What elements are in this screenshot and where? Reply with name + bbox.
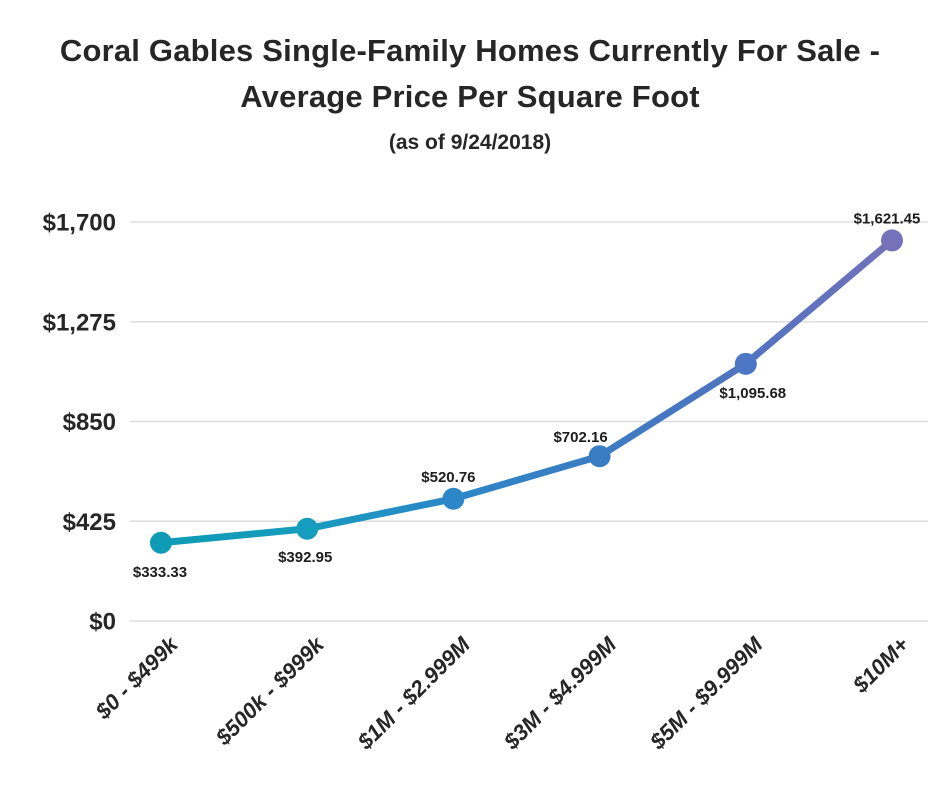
data-point[interactable] — [881, 229, 903, 252]
y-axis-tick-label: $1,275 — [43, 309, 116, 336]
x-axis-category-label: $1M - $2.999M — [352, 631, 475, 754]
chart-subtitle: (as of 9/24/2018) — [388, 131, 552, 154]
data-point[interactable] — [588, 445, 611, 468]
y-axis-tick-label: $0 — [89, 609, 116, 636]
data-point[interactable] — [442, 487, 465, 510]
data-point-value-label: $702.16 — [553, 429, 607, 446]
x-axis-category-label: $3M - $4.999M — [498, 631, 621, 754]
x-axis-category-label: $500k - $999k — [210, 631, 330, 751]
data-point-value-label: $392.95 — [278, 549, 332, 566]
y-axis-tick-label: $425 — [63, 509, 116, 536]
y-axis-tick-label: $850 — [63, 409, 116, 436]
y-axis-tick-label: $1,700 — [43, 210, 116, 237]
data-point-value-label: $520.76 — [421, 469, 475, 486]
chart-header: Coral Gables Single-Family Homes Current… — [0, 28, 940, 166]
data-point[interactable] — [296, 517, 319, 540]
chart-title-line1: Coral Gables Single-Family Homes Current… — [59, 33, 881, 68]
data-point-value-label: $333.33 — [133, 564, 187, 581]
data-point[interactable] — [734, 352, 757, 375]
x-axis-category-label: $5M - $9.999M — [644, 631, 767, 754]
x-axis-category-label: $10M+ — [847, 632, 913, 698]
data-point-value-label: $1,621.45 — [854, 210, 921, 227]
series-line — [157, 236, 896, 547]
data-point[interactable] — [150, 531, 172, 554]
chart-title-line2: Average Price Per Square Foot — [240, 79, 700, 114]
x-axis-category-label: $0 - $499k — [90, 631, 184, 725]
data-point-value-label: $1,095.68 — [719, 385, 786, 402]
